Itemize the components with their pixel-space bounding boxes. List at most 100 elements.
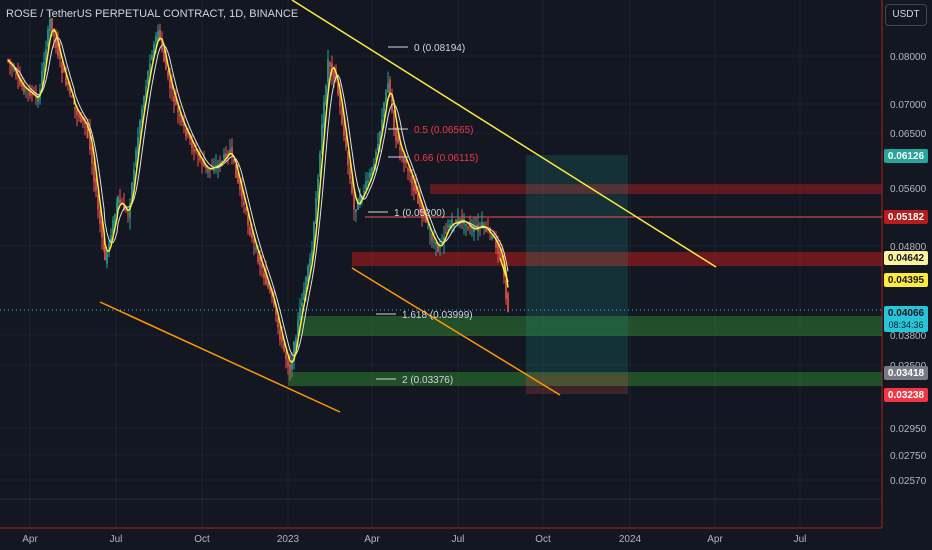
candle [301,302,303,307]
candle [501,256,503,258]
candle [78,114,80,118]
candle [305,277,307,292]
candle [251,233,253,239]
candle [185,128,187,137]
candle [261,264,263,269]
candle [15,73,17,75]
candle [297,320,299,337]
candle [319,152,321,177]
candle [245,208,247,212]
candle [237,171,239,183]
candle [80,112,82,123]
candle [409,168,411,173]
candle [365,181,367,189]
candle [221,161,223,163]
candle [57,42,59,56]
candle [99,210,101,224]
candle [19,77,21,85]
candle [233,159,235,163]
candle [291,360,293,370]
candle [110,235,112,240]
candle [135,150,137,166]
price-label: 0.06126 [888,151,925,162]
countdown-label: 08:34:36 [888,320,923,330]
candle [419,196,421,207]
candle [25,88,27,90]
candle [243,201,245,206]
candle [435,242,437,245]
fib-level-label: 1 (0.05200) [394,208,445,219]
candle [263,272,265,278]
price-tick-label: 0.02950 [890,424,927,435]
candle [309,258,311,267]
candle [31,94,33,96]
candle [413,184,415,192]
candle [133,169,135,181]
price-label: 0.03418 [888,368,925,379]
candle [183,120,185,127]
candle [74,106,76,110]
candle [491,235,493,239]
resistance-zone [352,252,882,266]
candle [257,254,259,262]
price-labels: 0.06126 0.05182 0.04642 0.04395 0.0406608:34… [884,149,928,402]
currency-button[interactable]: USDT [885,4,927,26]
candle [53,29,55,37]
candle [367,180,369,183]
candle [106,250,108,264]
price-label-box [884,388,928,402]
candle [255,248,257,250]
candle [223,154,225,160]
candle [323,101,325,127]
candle [169,79,171,89]
candle [333,71,335,79]
candle [91,145,93,164]
candle [155,36,157,42]
candle [433,241,435,243]
moving-average-slow [7,36,509,357]
moving-average-fast [7,28,509,364]
candle [247,215,249,226]
candle [317,178,319,198]
candle [41,71,43,85]
candle [295,337,297,350]
time-axis[interactable]: Apr Jul Oct 2023 Apr Jul Oct 2024 Apr Jul [22,534,806,545]
price-axis[interactable]: 0.08000 0.07000 0.06500 0.05600 0.04800 0.038… [890,52,927,487]
candle [343,124,345,137]
candle [407,168,409,171]
projection-line [499,257,509,283]
candle [287,359,289,367]
candle [177,107,179,113]
candle [385,91,387,103]
candle [145,85,147,99]
candle [231,147,233,155]
candle [425,214,427,223]
candle [277,316,279,328]
candle [349,168,351,180]
candle [197,154,199,157]
time-tick-label: Oct [194,534,210,545]
candle [465,223,467,226]
candle [163,50,165,62]
price-label: 0.04395 [888,275,925,286]
candle [21,84,23,88]
price-tick-label: 0.02750 [890,451,927,462]
price-tick-label: 0.08000 [890,52,927,63]
candle [59,49,61,59]
candle [507,293,509,312]
price-label-box [884,210,928,224]
candle [495,237,497,248]
candle [161,37,163,51]
price-label-box [884,149,928,163]
candle [285,352,287,359]
price-tick-label: 0.02570 [890,476,927,487]
candle [97,195,99,210]
candle [43,62,45,72]
price-label-box [884,251,928,265]
candle [383,102,385,118]
candle [293,342,295,362]
candle [485,228,487,232]
candle [63,67,65,73]
candle [205,165,207,169]
